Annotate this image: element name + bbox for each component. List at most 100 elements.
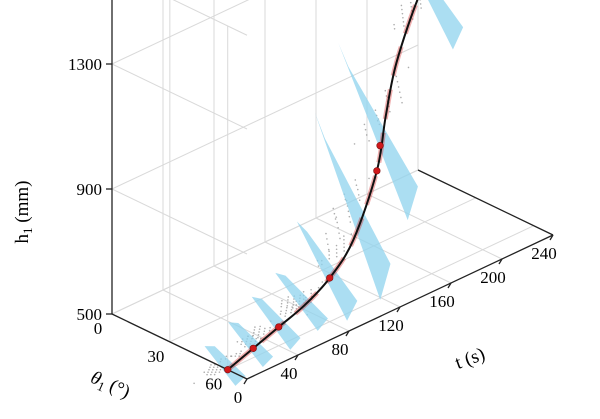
- sample-point: [363, 123, 366, 126]
- sample-point: [230, 355, 232, 357]
- sample-point: [327, 243, 329, 246]
- sample-point: [219, 368, 222, 371]
- sample-point: [258, 328, 261, 330]
- sample-point: [368, 140, 370, 142]
- z-axis-label-unit: (mm): [12, 181, 33, 228]
- sample-point: [284, 315, 286, 317]
- x-tick-label: 80: [332, 340, 349, 359]
- sample-point: [218, 371, 221, 373]
- sample-point: [335, 244, 338, 247]
- grid-line-floor-theta: [111, 169, 419, 315]
- x-tick-label: 240: [531, 244, 557, 263]
- sample-point: [259, 325, 261, 328]
- sample-point: [335, 252, 338, 254]
- x-tick-mark: [447, 282, 452, 289]
- x-tick-mark: [345, 330, 350, 337]
- sample-point: [290, 309, 293, 311]
- sample-point: [402, 16, 404, 19]
- sample-point: [397, 86, 400, 88]
- y-axis-label: θ1 (°): [86, 367, 133, 405]
- grid-line-floor-t: [366, 193, 503, 260]
- sample-point: [286, 304, 289, 307]
- sample-point: [253, 329, 256, 331]
- sample-point: [255, 337, 258, 340]
- y-tick-label: 30: [147, 347, 164, 366]
- sample-point: [280, 305, 283, 308]
- sample-point: [343, 250, 345, 252]
- sample-point: [353, 143, 356, 145]
- sample-point: [269, 326, 271, 329]
- sample-point: [238, 355, 240, 357]
- z-axis-label-main: h: [12, 233, 33, 243]
- sample-point: [368, 177, 370, 180]
- uncertainty-band: [296, 221, 358, 321]
- sample-point: [203, 371, 206, 374]
- grid-line-left-h: [111, 63, 248, 130]
- sample-point: [262, 333, 265, 335]
- x-axis-label: t (s): [452, 344, 487, 374]
- sample-point: [420, 7, 422, 9]
- sample-point: [335, 255, 338, 258]
- x-tick-mark: [549, 234, 554, 241]
- trajectory-markers: [224, 142, 384, 374]
- grid-line-floor-t: [315, 217, 452, 284]
- z-axis-label-sub: 1: [20, 227, 35, 234]
- sample-point: [254, 326, 256, 328]
- sample-point: [328, 250, 330, 253]
- sample-point: [334, 218, 337, 220]
- x-tick-label: 40: [281, 364, 298, 383]
- sample-point: [364, 128, 367, 131]
- sample-point: [343, 239, 345, 241]
- uncertainty-bands: [204, 0, 464, 386]
- z-tick-label: 500: [77, 305, 103, 324]
- sample-point: [214, 371, 217, 373]
- trajectory-marker: [376, 142, 384, 150]
- sample-point: [333, 212, 336, 215]
- sample-point: [264, 327, 266, 330]
- sample-point: [212, 368, 214, 371]
- sample-point: [326, 238, 328, 240]
- sample-point: [419, 3, 422, 5]
- sample-point: [403, 25, 405, 27]
- floor-right-edge: [417, 169, 554, 236]
- sample-point: [287, 299, 289, 301]
- sample-point: [384, 89, 387, 92]
- sample-point: [407, 66, 410, 69]
- sample-point: [281, 299, 283, 302]
- trajectory-marker: [224, 366, 232, 374]
- tick-labels: 0 40 80 120 160 200 240 0 30 60 500 900 1300: [68, 55, 557, 407]
- sample-point: [310, 292, 312, 295]
- sample-point: [208, 368, 210, 371]
- sample-point: [244, 345, 246, 348]
- y-axis-label-unit: (°): [102, 374, 133, 403]
- sample-point: [343, 246, 345, 249]
- sample-point: [332, 207, 335, 210]
- sample-point: [211, 371, 213, 373]
- sample-point: [292, 307, 294, 309]
- x-tick-mark: [498, 258, 503, 265]
- uncertainty-band: [428, 0, 464, 50]
- sample-point: [400, 4, 403, 7]
- sample-point: [193, 382, 195, 385]
- sample-point: [401, 101, 403, 104]
- sample-point: [350, 233, 353, 235]
- trajectory-marker: [326, 274, 334, 282]
- sample-point: [284, 312, 287, 315]
- sample-point: [225, 355, 228, 358]
- sample-point: [287, 296, 290, 298]
- sample-point: [206, 373, 208, 376]
- sample-point: [385, 95, 388, 97]
- sample-point: [398, 91, 401, 94]
- sample-point: [286, 302, 289, 304]
- sample-point: [295, 304, 298, 306]
- z-axis-label: h1 (mm): [12, 181, 35, 244]
- sample-point: [335, 216, 338, 218]
- sample-point: [401, 8, 403, 11]
- sample-point: [210, 364, 212, 366]
- sample-point: [356, 188, 359, 191]
- sample-point: [317, 265, 320, 267]
- axes-box: [106, 0, 554, 385]
- sample-points: [193, 0, 422, 385]
- sample-point: [393, 23, 395, 26]
